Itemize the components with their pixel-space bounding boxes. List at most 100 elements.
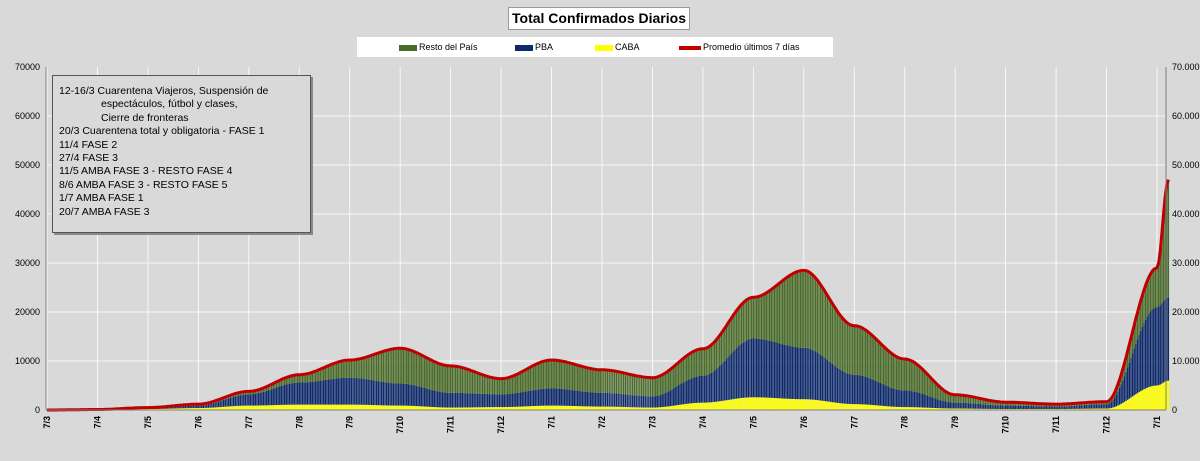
bar-resto <box>750 297 753 339</box>
bar-resto <box>707 347 709 375</box>
bar-pba <box>908 390 911 408</box>
bar-resto <box>610 370 612 394</box>
bar-pba <box>824 358 827 402</box>
bar-resto <box>266 386 268 391</box>
bar-resto <box>681 359 683 384</box>
bar-pba <box>904 390 906 408</box>
bar-resto <box>503 378 506 395</box>
bar-caba <box>523 406 525 410</box>
bar-pba <box>1085 404 1088 409</box>
bar-caba <box>694 402 696 410</box>
bar-caba <box>1087 408 1089 410</box>
bar-pba <box>1001 405 1003 410</box>
bar-pba <box>1034 406 1036 410</box>
bar-pba <box>961 402 963 409</box>
bar-pba <box>788 345 790 399</box>
bar-caba <box>222 406 225 410</box>
bar-pba <box>1075 405 1077 409</box>
bar-pba <box>860 375 862 405</box>
bar-caba <box>907 407 909 410</box>
bar-pba <box>591 392 593 407</box>
bar-pba <box>642 395 645 408</box>
bar-resto <box>563 361 566 390</box>
bar-resto <box>747 298 750 340</box>
bar-caba <box>1092 408 1094 410</box>
bar-pba <box>397 383 400 406</box>
bar-resto <box>404 348 406 384</box>
bar-pba <box>1102 404 1104 409</box>
bar-resto <box>831 303 834 364</box>
bar-pba <box>267 390 270 406</box>
bar-caba <box>598 406 600 410</box>
bar-resto <box>342 360 344 378</box>
bar-resto <box>567 362 569 390</box>
y2-tick-label: 10.000 <box>1172 356 1200 366</box>
bar-resto <box>959 395 961 403</box>
bar-resto <box>601 369 603 393</box>
bar-pba <box>799 347 802 400</box>
bar-resto <box>598 369 600 393</box>
bar-resto <box>275 381 278 388</box>
bar-pba <box>783 344 785 399</box>
bar-resto <box>891 353 893 388</box>
bar-caba <box>983 408 985 410</box>
legend-item-resto: Resto del País <box>399 37 478 57</box>
bar-caba <box>824 401 827 410</box>
bar-caba <box>653 407 655 410</box>
bar-caba <box>264 405 266 410</box>
bar-pba <box>1050 406 1052 410</box>
bar-caba <box>637 407 639 410</box>
bar-caba <box>850 404 852 410</box>
bar-resto <box>306 373 309 383</box>
bar-caba <box>285 404 287 410</box>
bar-caba <box>382 405 385 410</box>
bar-pba <box>396 383 398 406</box>
bar-resto <box>1159 250 1161 306</box>
bar-caba <box>801 399 803 410</box>
bar-caba <box>292 404 294 410</box>
bar-pba <box>925 395 927 408</box>
bar-pba <box>531 390 533 407</box>
bar-caba <box>674 405 676 410</box>
bar-pba <box>1047 406 1049 410</box>
bar-caba <box>352 404 354 410</box>
bar-pba <box>930 396 932 408</box>
bar-pba <box>549 388 551 406</box>
bar-pba <box>658 395 660 408</box>
bar-caba <box>843 403 845 410</box>
bar-caba <box>989 408 992 410</box>
bar-pba <box>871 379 873 405</box>
bar-caba <box>803 399 805 410</box>
bar-resto <box>1131 331 1134 354</box>
bar-resto <box>505 378 507 395</box>
bar-caba <box>912 407 914 410</box>
bar-pba <box>324 379 327 405</box>
bar-caba <box>331 404 333 410</box>
bar-pba <box>775 342 777 399</box>
bar-caba <box>1117 405 1119 410</box>
bar-caba <box>962 408 965 410</box>
bar-resto <box>526 368 528 392</box>
bar-pba <box>174 406 177 409</box>
bar-resto <box>557 360 559 389</box>
bar-caba <box>877 405 880 410</box>
bar-pba <box>557 388 559 406</box>
bar-caba <box>881 405 883 410</box>
bar-pba <box>207 404 210 408</box>
bar-pba <box>966 403 968 409</box>
bar-pba <box>679 384 681 405</box>
bar-caba <box>687 403 689 410</box>
bar-pba <box>804 347 807 400</box>
x-tick-label: 7/10 <box>395 416 405 434</box>
bar-resto <box>573 364 576 391</box>
bar-resto <box>972 397 975 404</box>
bar-pba <box>270 389 273 406</box>
bar-caba <box>954 408 956 410</box>
bar-pba <box>229 397 232 407</box>
bar-caba <box>547 405 549 410</box>
bar-resto <box>1004 402 1007 406</box>
bar-pba <box>876 381 878 406</box>
bar-pba <box>576 390 579 407</box>
bar-caba <box>212 407 215 410</box>
bar-resto <box>739 306 741 345</box>
